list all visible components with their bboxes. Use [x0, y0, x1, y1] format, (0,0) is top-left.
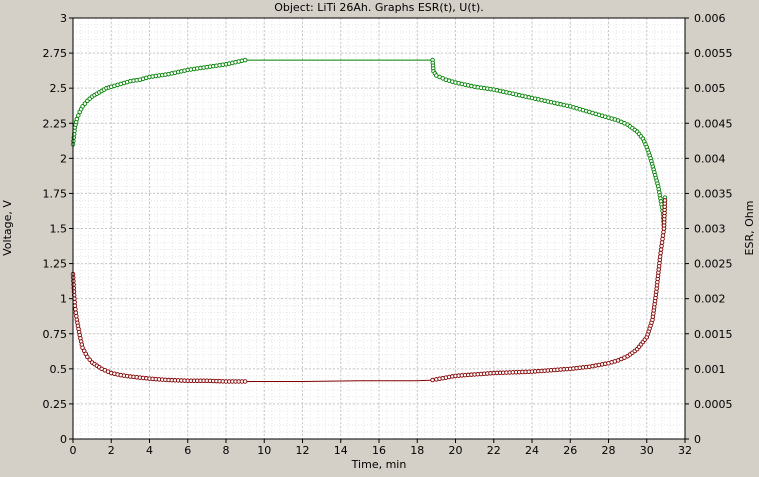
- x-tick-label: 12: [296, 444, 310, 457]
- esr-series-point: [74, 313, 79, 319]
- x-tick-label: 28: [602, 444, 616, 457]
- right-tick-label: 0.0015: [694, 328, 733, 341]
- esr-series-point: [662, 198, 668, 203]
- left-tick-label: 0.25: [43, 398, 68, 411]
- esr-series-point: [657, 254, 663, 259]
- x-tick-label: 30: [640, 444, 654, 457]
- esr-series-point: [71, 282, 76, 287]
- esr-series-point: [72, 303, 78, 308]
- esr-series-point: [73, 310, 79, 315]
- right-tick-label: 0.0045: [694, 117, 733, 130]
- right-tick-label: 0.0035: [694, 187, 733, 200]
- esr-series-point: [73, 306, 78, 312]
- left-tick-label: 0.75: [43, 328, 68, 341]
- x-tick-label: 22: [487, 444, 501, 457]
- x-axis-title: Time, min: [351, 458, 407, 471]
- voltage-series-point: [82, 101, 88, 106]
- x-tick-label: 8: [223, 444, 230, 457]
- x-tick-label: 18: [410, 444, 424, 457]
- left-tick-label: 0: [60, 433, 67, 446]
- esr-series-point: [661, 229, 666, 235]
- x-tick-label: 14: [334, 444, 348, 457]
- right-tick-label: 0.006: [694, 12, 726, 25]
- x-tick-label: 20: [449, 444, 463, 457]
- right-tick-label: 0.0055: [694, 47, 733, 60]
- x-tick-label: 16: [372, 444, 386, 457]
- x-tick-label: 32: [678, 444, 692, 457]
- left-tick-label: 1: [60, 293, 67, 306]
- left-tick-label: 1.75: [43, 187, 68, 200]
- right-tick-label: 0.004: [694, 152, 726, 165]
- right-tick-label: 0: [694, 433, 701, 446]
- voltage-series-point: [80, 104, 85, 109]
- right-axis-title: ESR, Ohm: [743, 201, 756, 256]
- left-tick-label: 3: [60, 12, 67, 25]
- voltage-series-point: [76, 113, 81, 118]
- left-tick-label: 1.25: [43, 258, 68, 271]
- esr-series-point: [658, 250, 663, 256]
- right-tick-label: 0.002: [694, 293, 726, 306]
- x-tick-label: 26: [563, 444, 577, 457]
- esr-series-point: [242, 379, 248, 384]
- esr-series-point: [660, 236, 665, 242]
- esr-series-point: [659, 240, 665, 245]
- voltage-series-point: [74, 116, 80, 122]
- x-tick-label: 10: [257, 444, 271, 457]
- voltage-series-point: [242, 57, 248, 63]
- right-tick-label: 0.0005: [694, 398, 733, 411]
- right-tick-label: 0.005: [694, 82, 726, 95]
- esr-series-point: [659, 243, 664, 249]
- right-tick-label: 0.001: [694, 363, 726, 376]
- esr-series-point: [85, 354, 90, 360]
- right-tick-label: 0.0025: [694, 258, 733, 271]
- x-tick-label: 24: [525, 444, 539, 457]
- x-tick-label: 0: [70, 444, 77, 457]
- x-tick-label: 2: [108, 444, 115, 457]
- grid-lines: [72, 17, 686, 440]
- left-tick-label: 0.5: [50, 363, 68, 376]
- esr-series-point: [87, 357, 92, 362]
- left-tick-label: 2.25: [43, 117, 68, 130]
- x-tick-label: 4: [146, 444, 153, 457]
- series-layer: [70, 57, 668, 384]
- esr-series-point: [658, 247, 664, 252]
- axis-layer: 0 2 4 6 8 10 12 14 16 18 20 22 24 26 28 30 3200.250.50.7…: [43, 12, 733, 457]
- left-tick-label: 2: [60, 152, 67, 165]
- left-axis-title: Voltage, V: [1, 200, 14, 256]
- left-tick-label: 1.5: [50, 223, 68, 236]
- esr-series-point: [430, 377, 435, 383]
- left-tick-label: 2.5: [50, 82, 68, 95]
- esr-series-point: [660, 233, 666, 238]
- x-tick-label: 6: [184, 444, 191, 457]
- right-tick-label: 0.003: [694, 223, 726, 236]
- chart-title: Object: LiTi 26Ah. Graphs ESR(t), U(t).: [274, 1, 484, 14]
- left-tick-label: 2.75: [43, 47, 68, 60]
